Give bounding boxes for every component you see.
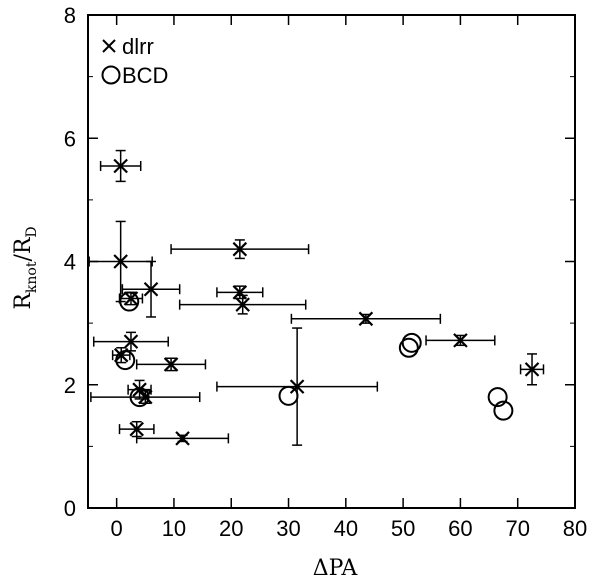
legend-item-dlrr: dlrr <box>102 34 154 59</box>
data-point-dlrr <box>358 311 374 327</box>
legend-cross-icon <box>102 39 116 53</box>
data-point-dlrr <box>453 333 468 348</box>
data-point-dlrr <box>113 254 128 269</box>
legend-label-dlrr: dlrr <box>122 34 154 59</box>
data-point-dlrr <box>524 362 540 377</box>
legend-circle-icon <box>101 65 121 85</box>
x-tick-label: 70 <box>505 516 529 541</box>
data-point-bcd <box>115 350 136 371</box>
y-tick-label: 0 <box>64 496 76 521</box>
x-tick-label: 50 <box>391 516 415 541</box>
data-point-dlrr <box>235 297 250 312</box>
x-tick-label: 10 <box>162 516 186 541</box>
y-tick-label: 2 <box>64 373 76 398</box>
x-axis-label: ΔPA <box>313 556 359 581</box>
x-tick-label: 40 <box>334 516 358 541</box>
axes <box>87 14 576 509</box>
data-point-dlrr <box>113 158 128 174</box>
data-point-bcd <box>119 291 140 312</box>
error-bars <box>88 149 545 446</box>
data-point-dlrr <box>143 281 159 297</box>
y-tick-label: 6 <box>64 126 76 151</box>
x-tick-label: 30 <box>276 516 300 541</box>
data-point-bcd <box>129 387 150 408</box>
data-point-dlrr <box>163 357 179 372</box>
axis-ticks: 0 10 20 30 40 50 60 70 80 0 2 4 6 8 <box>64 3 587 541</box>
data-point-dlrr <box>175 431 190 446</box>
data-markers <box>113 158 540 446</box>
x-tick-label: 20 <box>219 516 243 541</box>
y-axis-label-mid: /R <box>11 236 36 261</box>
data-point-dlrr <box>232 241 248 257</box>
y-axis-label-sub1: knot <box>24 261 40 293</box>
data-point-dlrr <box>232 285 248 300</box>
data-point-dlrr <box>138 389 153 405</box>
y-axis-label-main: R <box>11 292 36 310</box>
x-tick-label: 0 <box>111 516 123 541</box>
x-tick-label: 60 <box>448 516 472 541</box>
x-tick-label: 80 <box>563 516 587 541</box>
data-point-bcd <box>398 337 419 358</box>
data-point-dlrr <box>123 334 139 349</box>
data-point-dlrr <box>132 382 147 397</box>
legend-item-bcd: BCD <box>101 63 168 88</box>
plot-frame <box>87 14 576 509</box>
data-point-bcd <box>278 385 299 406</box>
data-point-dlrr <box>129 421 144 437</box>
y-tick-label: 8 <box>64 3 76 28</box>
data-point-bcd <box>493 400 514 421</box>
y-tick-label: 4 <box>64 250 76 275</box>
legend: dlrr BCD <box>101 34 168 88</box>
legend-label-bcd: BCD <box>122 63 168 88</box>
data-point-bcd <box>487 387 508 408</box>
y-axis-label: Rknot/RD <box>11 226 40 309</box>
y-axis-label-sub2: D <box>24 226 40 237</box>
data-point-dlrr <box>289 379 305 394</box>
data-point-bcd <box>401 332 422 353</box>
